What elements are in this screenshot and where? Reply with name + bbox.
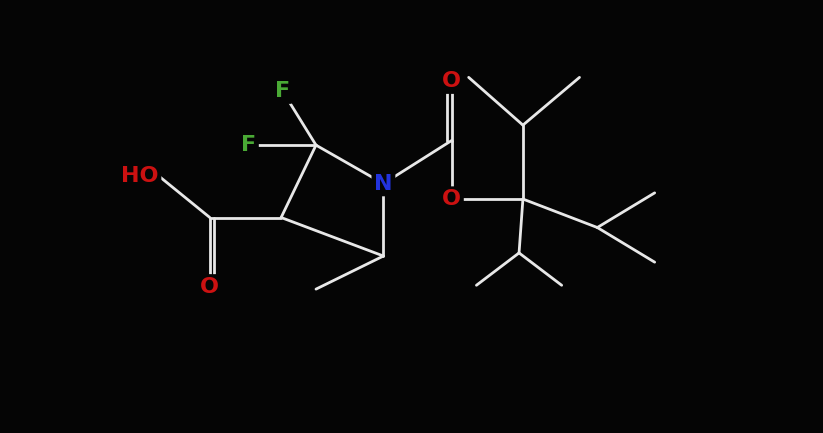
Text: O: O [200,277,219,297]
Text: O: O [442,189,461,209]
Text: HO: HO [121,166,159,186]
Text: F: F [241,135,256,155]
Text: N: N [374,174,393,194]
Text: O: O [442,71,461,91]
Text: F: F [275,81,291,101]
